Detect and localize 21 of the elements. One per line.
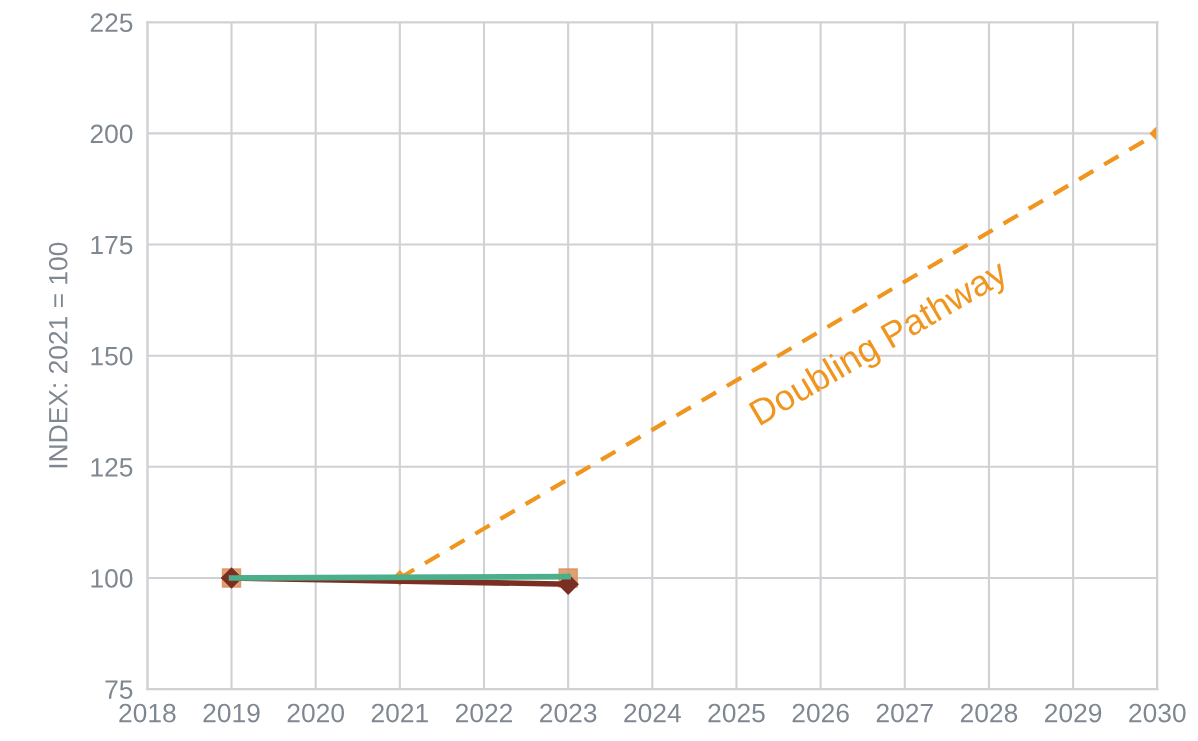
y-tick-label: 125 — [91, 457, 133, 477]
x-tick-label: 2021 — [371, 703, 428, 723]
x-tick-label: 2030 — [1129, 703, 1186, 723]
x-tick-label: 2019 — [203, 703, 260, 723]
x-tick-label: 2020 — [287, 703, 344, 723]
y-tick-label: 150 — [91, 346, 133, 366]
x-tick-label: 2029 — [1045, 703, 1102, 723]
x-tick-label: 2018 — [119, 703, 176, 723]
y-tick-label: 100 — [91, 569, 133, 588]
x-tick-label: 2022 — [455, 703, 513, 723]
x-tick-label: 2027 — [876, 703, 933, 723]
y-tick-label: 200 — [90, 124, 133, 144]
x-tick-label: 2024 — [624, 703, 681, 723]
x-tick-label: 2023 — [540, 703, 597, 723]
y-tick-label: 225 — [90, 13, 133, 33]
y-tick-label: 75 — [105, 680, 133, 699]
x-tick-label: 2028 — [960, 703, 1018, 723]
y-tick-label: 175 — [91, 235, 133, 255]
x-tick-label: 2026 — [792, 703, 849, 723]
x-tick-label: 2025 — [708, 703, 765, 723]
y-axis-title: INDEX: 2021 = 100 — [48, 242, 68, 468]
